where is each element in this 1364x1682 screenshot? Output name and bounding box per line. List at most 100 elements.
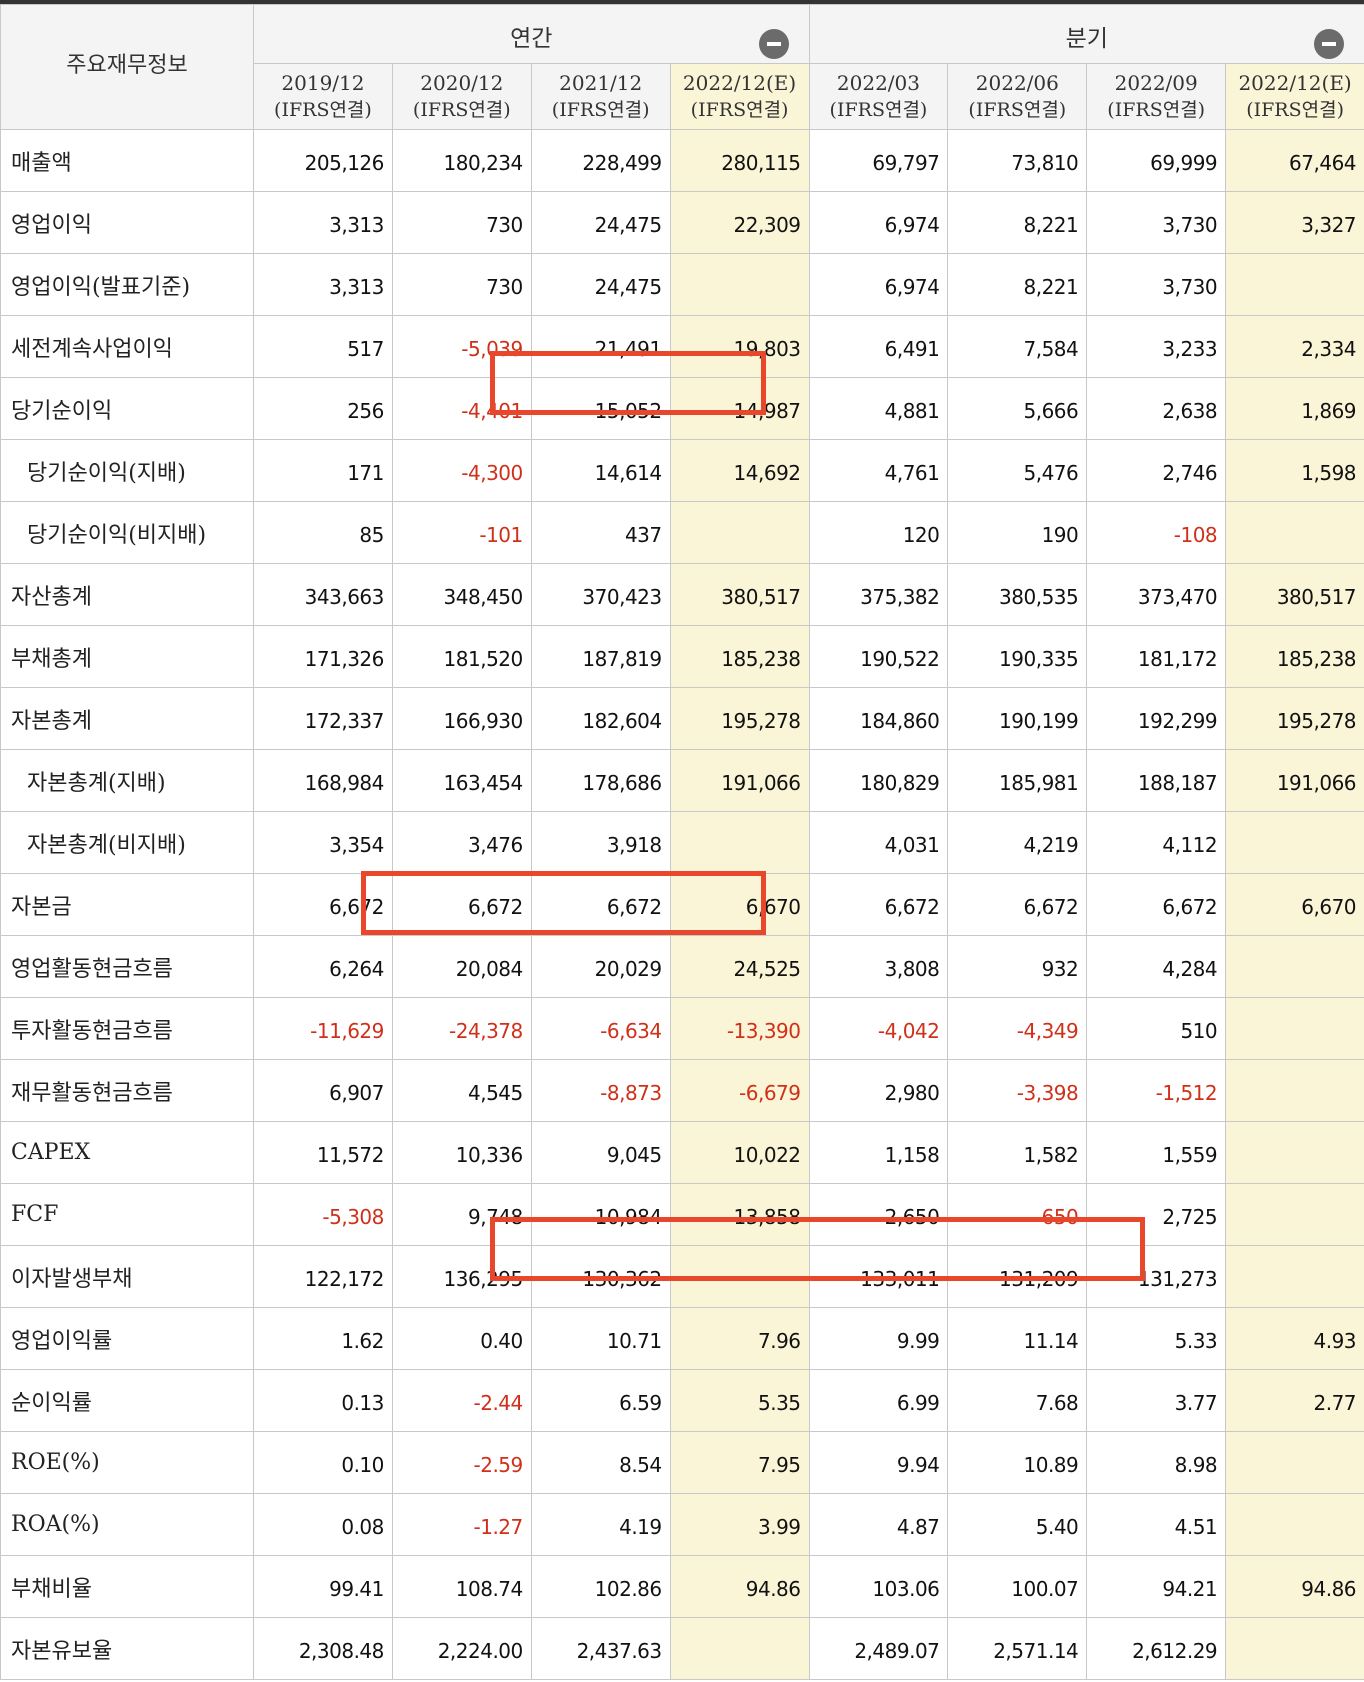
table-cell: 7.96	[669, 1307, 810, 1370]
row-label: 이자발생부채	[0, 1245, 254, 1308]
table-cell: 67,464	[1225, 129, 1364, 192]
table-cell: 6,672	[530, 873, 671, 936]
table-cell: 94.86	[669, 1555, 810, 1618]
table-cell: 6,672	[1086, 873, 1227, 936]
column-header-3: 2022/12(E) (IFRS연결)	[669, 63, 810, 130]
table-cell: 517	[253, 315, 393, 378]
row-label: 투자활동현금흐름	[0, 997, 254, 1060]
table-row: 자본총계(비지배) 3,354 3,476 3,918 4,031 4,219 4,112	[0, 811, 1364, 874]
table-cell: 2,746	[1086, 439, 1227, 502]
table-row: 자본유보율 2,308.48 2,224.00 2,437.63 2,489.07 2,5…	[0, 1617, 1364, 1680]
table-cell: -1.27	[391, 1493, 532, 1556]
table-cell: 188,187	[1086, 749, 1227, 812]
table-cell: 14,614	[530, 439, 671, 502]
table-cell: 6,670	[669, 873, 810, 936]
minus-circle-icon[interactable]	[1314, 29, 1345, 59]
period-label: 2021/12	[559, 70, 643, 95]
table-cell	[669, 811, 810, 874]
basis-label: (IFRS연결)	[968, 98, 1067, 121]
table-row: 부채비율 99.41 108.74 102.86 94.86 103.06 100.07 94…	[0, 1555, 1364, 1618]
table-cell: -4,042	[808, 997, 949, 1060]
table-row: ROE(%) 0.10 -2.59 8.54 7.95 9.94 10.89 8.98	[0, 1431, 1364, 1494]
table-cell: 932	[947, 935, 1088, 998]
minus-circle-icon[interactable]	[758, 29, 789, 59]
table-row: 영업활동현금흐름 6,264 20,084 20,029 24,525 3,808 932 4…	[0, 935, 1364, 998]
table-cell: 2,650	[808, 1183, 949, 1246]
table-row: 당기순이익(비지배) 85 -101 437 120 190 -108	[0, 501, 1364, 564]
table-cell: 6,672	[391, 873, 532, 936]
table-cell: 10,984	[530, 1183, 671, 1246]
table-cell: 2,638	[1086, 377, 1227, 440]
table-cell: -4,300	[391, 439, 532, 502]
table-cell: 94.86	[1225, 1555, 1364, 1618]
table-row: 매출액 205,126 180,234 228,499 280,115 69,797 73,…	[0, 129, 1364, 192]
table-cell: 3,327	[1225, 191, 1364, 254]
table-cell: 4,284	[1086, 935, 1227, 998]
table-cell: 2,489.07	[808, 1617, 949, 1680]
table-cell	[1225, 811, 1364, 874]
period-label: 2020/12	[420, 70, 504, 95]
table-cell: 6,491	[808, 315, 949, 378]
table-cell: 6,974	[808, 191, 949, 254]
column-header-6: 2022/09 (IFRS연결)	[1086, 63, 1227, 130]
table-cell: 348,450	[391, 563, 532, 626]
column-header-2: 2021/12 (IFRS연결)	[530, 63, 671, 130]
quarterly-group-label: 분기	[1065, 26, 1108, 52]
table-cell: 192,299	[1086, 687, 1227, 750]
table-cell: 13,858	[669, 1183, 810, 1246]
row-label: 세전계속사업이익	[0, 315, 254, 378]
row-label: CAPEX	[0, 1121, 254, 1184]
table-cell: 73,810	[947, 129, 1088, 192]
table-row: 영업이익률 1.62 0.40 10.71 7.96 9.99 11.14 5.33 4.93	[0, 1307, 1364, 1370]
period-label: 2022/09	[1114, 70, 1198, 95]
row-label: 부채비율	[0, 1555, 254, 1618]
table-cell: 185,238	[1225, 625, 1364, 688]
table-cell: 2,308.48	[253, 1617, 393, 1680]
period-label: 2022/12(E)	[1238, 70, 1352, 95]
table-cell: 24,475	[530, 253, 671, 316]
table-cell: -4,349	[947, 997, 1088, 1060]
table-cell: -5,308	[253, 1183, 393, 1246]
table-cell: 3,354	[253, 811, 393, 874]
table-cell: 14,987	[669, 377, 810, 440]
annual-group-header: 연간	[253, 4, 810, 64]
table-cell: 10.89	[947, 1431, 1088, 1494]
table-cell: 191,066	[669, 749, 810, 812]
table-cell: 1,582	[947, 1121, 1088, 1184]
financial-summary-table: 주요재무정보 연간 분기 2019/12 (IFRS연결) 2020/12 (IFRS…	[0, 4, 1364, 1680]
table-cell: 4.51	[1086, 1493, 1227, 1556]
table-cell: 131,273	[1086, 1245, 1227, 1308]
table-row: 세전계속사업이익 517 -5,039 21,491 19,803 6,491 7,584 3…	[0, 315, 1364, 378]
table-cell	[1225, 501, 1364, 564]
table-cell: 1,158	[808, 1121, 949, 1184]
table-cell: 0.13	[253, 1369, 393, 1432]
table-cell: 4,761	[808, 439, 949, 502]
table-cell: 6,670	[1225, 873, 1364, 936]
table-cell: 178,686	[530, 749, 671, 812]
table-cell: 380,535	[947, 563, 1088, 626]
table-cell: 181,520	[391, 625, 532, 688]
table-cell: 2.77	[1225, 1369, 1364, 1432]
column-header-7: 2022/12(E) (IFRS연결)	[1225, 63, 1364, 130]
table-cell: 205,126	[253, 129, 393, 192]
table-cell: 6,672	[253, 873, 393, 936]
table-cell: 5.40	[947, 1493, 1088, 1556]
table-cell: 3,730	[1086, 191, 1227, 254]
table-cell: 182,604	[530, 687, 671, 750]
table-cell: 1,869	[1225, 377, 1364, 440]
table-cell: 2,224.00	[391, 1617, 532, 1680]
table-cell: 5,476	[947, 439, 1088, 502]
table-cell: -4,401	[391, 377, 532, 440]
table-cell: -3,398	[947, 1059, 1088, 1122]
table-cell: 5.33	[1086, 1307, 1227, 1370]
table-cell	[1225, 1121, 1364, 1184]
table-cell: 4,031	[808, 811, 949, 874]
table-cell: 85	[253, 501, 393, 564]
table-cell: 9,748	[391, 1183, 532, 1246]
table-cell: -11,629	[253, 997, 393, 1060]
table-row: 자본금 6,672 6,672 6,672 6,670 6,672 6,672 6,672 6,…	[0, 873, 1364, 936]
table-cell: 168,984	[253, 749, 393, 812]
table-cell: 6.59	[530, 1369, 671, 1432]
table-cell: 6,264	[253, 935, 393, 998]
table-cell: 437	[530, 501, 671, 564]
